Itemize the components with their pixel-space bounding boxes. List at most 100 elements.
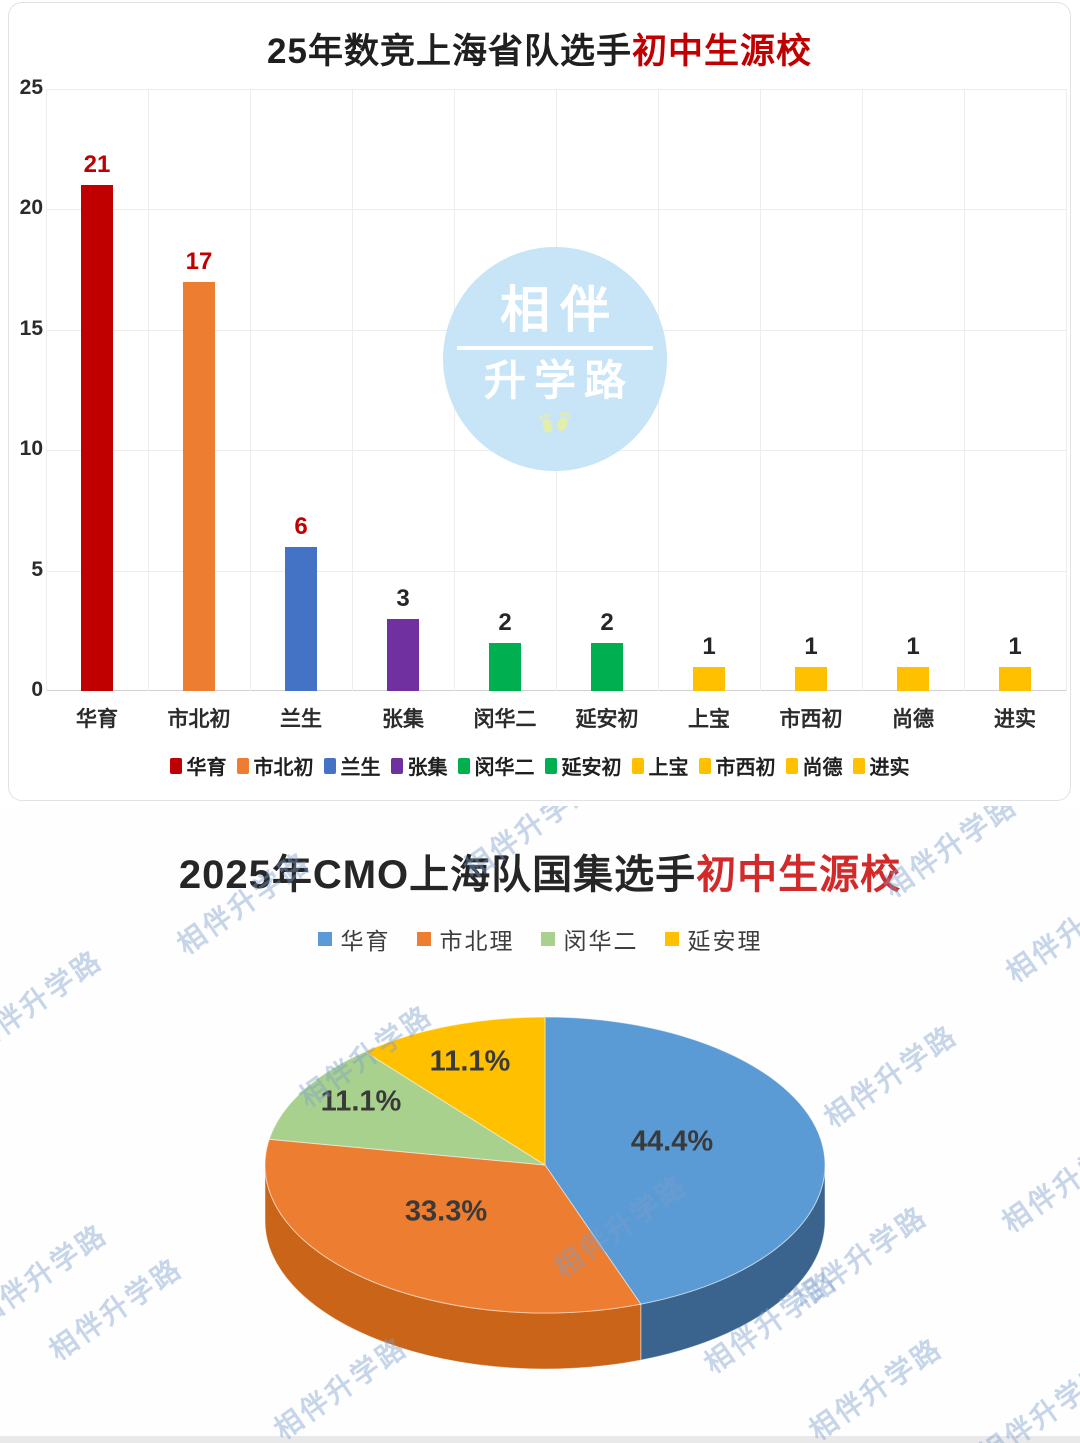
legend-swatch-兰生 xyxy=(323,757,336,774)
bar-市西初 xyxy=(795,666,827,691)
pie-legend-item-延安理: 延安理 xyxy=(664,922,763,956)
pie-legend-label-延安理: 延安理 xyxy=(687,928,763,954)
logo-divider xyxy=(457,345,653,350)
bar-chart-title: 25年数竞上海省队选手初中生源校 xyxy=(9,23,1070,74)
x-label-市北初: 市北初 xyxy=(167,708,231,731)
pie-legend-item-市北理: 市北理 xyxy=(416,922,515,956)
pie-chart-legend: 华育 市北理 闵华二 延安理 xyxy=(0,922,1080,956)
gridline-col-8 xyxy=(862,89,863,691)
pie-legend-swatch-市北理 xyxy=(416,932,431,946)
pie-legend-label-市北理: 市北理 xyxy=(439,928,515,954)
y-tick-20: 20 xyxy=(19,196,43,220)
pie-chart-title-black: 2025年CMO上海队国集选手 xyxy=(178,853,697,897)
pie-legend-label-华育: 华育 xyxy=(340,928,391,954)
pie-slice-华育 xyxy=(544,1016,826,1305)
legend-swatch-华育 xyxy=(169,757,182,774)
bar-尚德 xyxy=(897,666,929,691)
x-label-兰生: 兰生 xyxy=(280,708,322,731)
gridline-col-2 xyxy=(250,89,251,691)
pie-chart-title-red: 初中生源校 xyxy=(696,853,902,897)
bar-value-市北初: 17 xyxy=(185,247,213,275)
legend-swatch-延安初 xyxy=(544,757,557,774)
bar-chart-legend: 华育 市北初 兰生 张集 闵华二 延安初 上宝 市西初 尚德 进实 xyxy=(9,751,1070,780)
pie-chart-section: 2025年CMO上海队国集选手初中生源校 华育 市北理 闵华二 延安理 44.4% 33… xyxy=(0,806,1080,1443)
gridline-col-3 xyxy=(352,89,353,691)
bar-value-尚德: 1 xyxy=(906,632,920,660)
legend-item-华育: 华育 xyxy=(169,751,227,780)
legend-label-延安初: 延安初 xyxy=(561,757,622,779)
legend-label-市西初: 市西初 xyxy=(715,757,776,779)
x-label-张集: 张集 xyxy=(382,708,424,731)
legend-item-尚德: 尚德 xyxy=(785,751,843,780)
y-tick-10: 10 xyxy=(19,437,43,461)
legend-label-华育: 华育 xyxy=(186,757,227,779)
x-label-尚德: 尚德 xyxy=(892,708,934,731)
bar-value-进实: 1 xyxy=(1008,632,1022,660)
legend-swatch-进实 xyxy=(852,757,865,774)
pie-label-市北理: 33.3% xyxy=(404,1195,488,1228)
legend-swatch-张集 xyxy=(390,757,403,774)
logo-line2: 升学路 xyxy=(483,356,634,404)
legend-item-延安初: 延安初 xyxy=(544,751,622,780)
bar-兰生 xyxy=(285,546,317,691)
x-label-华育: 华育 xyxy=(76,708,118,731)
legend-item-兰生: 兰生 xyxy=(323,751,381,780)
watermark-text-7: 相伴升学路 xyxy=(996,1124,1080,1239)
x-label-上宝: 上宝 xyxy=(688,708,730,731)
gridline-col-7 xyxy=(760,89,761,691)
footer-strip xyxy=(0,1436,1080,1443)
pie-slice-市北理 xyxy=(264,1138,642,1314)
x-label-延安初: 延安初 xyxy=(575,708,639,731)
bar-上宝 xyxy=(693,666,725,691)
x-label-进实: 进实 xyxy=(994,708,1036,731)
bar-value-上宝: 1 xyxy=(702,632,716,660)
legend-swatch-尚德 xyxy=(785,757,798,774)
watermark-text-4: 相伴升学路 xyxy=(0,944,109,1059)
pie-slice-延安理 xyxy=(363,1016,546,1166)
legend-label-兰生: 兰生 xyxy=(340,757,381,779)
bar-value-华育: 21 xyxy=(83,151,111,179)
legend-swatch-市西初 xyxy=(698,757,711,774)
bar-闵华二 xyxy=(489,642,521,691)
bar-value-闵华二: 2 xyxy=(498,608,512,636)
legend-label-市北初: 市北初 xyxy=(253,757,314,779)
pie-label-闵华二: 11.1% xyxy=(320,1085,402,1118)
gridline-col-1 xyxy=(148,89,149,691)
legend-swatch-市北初 xyxy=(236,757,249,774)
pie-3d-svg xyxy=(264,1016,826,1370)
watermark-text-15: 相伴升学路 xyxy=(973,1356,1080,1443)
pie-slice-闵华二 xyxy=(268,1051,546,1166)
bar-华育 xyxy=(81,185,113,691)
bar-chart-title-red: 初中生源校 xyxy=(631,32,812,71)
y-tick-15: 15 xyxy=(19,316,43,340)
y-tick-0: 0 xyxy=(31,678,43,701)
watermark-text-12: 相伴升学路 xyxy=(43,1252,189,1367)
pie-chart-title: 2025年CMO上海队国集选手初中生源校 xyxy=(0,842,1080,900)
bar-chart-title-black: 25年数竞上海省队选手 xyxy=(267,32,632,71)
legend-label-进实: 进实 xyxy=(869,757,910,779)
legend-swatch-上宝 xyxy=(631,757,644,774)
legend-swatch-闵华二 xyxy=(457,757,470,774)
pie-chart: 44.4% 33.3% 11.1% 11.1% xyxy=(230,995,880,1443)
legend-item-上宝: 上宝 xyxy=(631,751,689,780)
legend-label-尚德: 尚德 xyxy=(802,757,843,779)
gridline-col-9 xyxy=(964,89,965,691)
bar-value-兰生: 6 xyxy=(294,512,308,540)
x-label-闵华二: 闵华二 xyxy=(473,708,537,731)
legend-item-市西初: 市西初 xyxy=(698,751,776,780)
bar-进实 xyxy=(999,666,1031,691)
y-tick-5: 5 xyxy=(31,557,43,581)
bar-chart-card: 25年数竞上海省队选手初中生源校 21 17 6 3 2 2 1 1 1 1 0 5 10 15 20 25… xyxy=(8,2,1071,801)
legend-item-市北初: 市北初 xyxy=(236,751,314,780)
logo-line1: 相伴 xyxy=(500,281,620,338)
pie-legend-swatch-闵华二 xyxy=(540,932,555,946)
pie-legend-swatch-华育 xyxy=(317,932,332,946)
brand-logo-watermark: 相伴 升学路 xyxy=(443,247,667,471)
gridline-col-10 xyxy=(1066,89,1067,691)
legend-label-上宝: 上宝 xyxy=(648,757,689,779)
bar-市北初 xyxy=(183,281,215,691)
bar-value-市西初: 1 xyxy=(804,632,818,660)
pie-legend-item-闵华二: 闵华二 xyxy=(540,922,639,956)
legend-item-进实: 进实 xyxy=(852,751,910,780)
